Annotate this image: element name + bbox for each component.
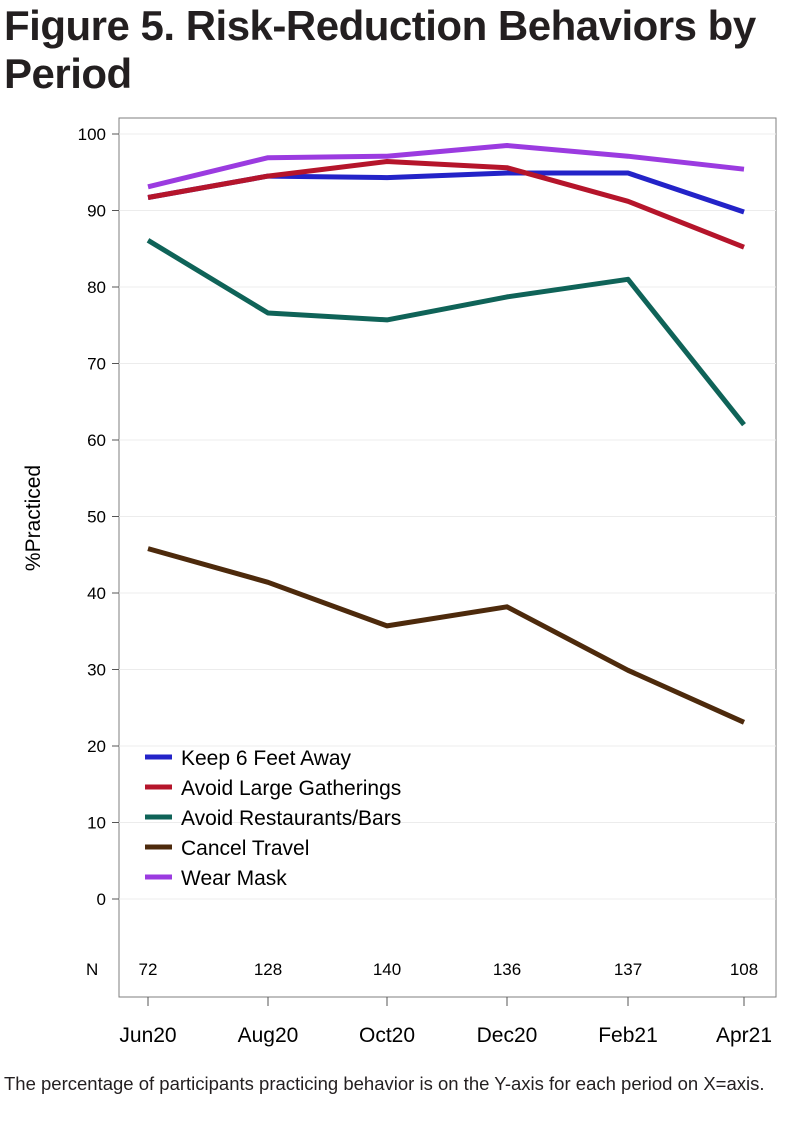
- n-value: 108: [730, 960, 758, 979]
- y-tick-label: 60: [87, 431, 106, 450]
- plot-frame: [118, 117, 777, 998]
- y-tick-label: 70: [87, 355, 106, 374]
- legend-label: Cancel Travel: [181, 837, 309, 860]
- x-tick-label: Aug20: [238, 1024, 299, 1047]
- legend-label: Avoid Large Gatherings: [181, 777, 401, 800]
- y-tick-label: 50: [87, 508, 106, 527]
- x-tick-label: Dec20: [477, 1024, 538, 1047]
- legend-label: Avoid Restaurants/Bars: [181, 807, 401, 830]
- series-line: [147, 159, 745, 250]
- legend-label: Keep 6 Feet Away: [181, 747, 352, 770]
- series-line: [147, 546, 746, 725]
- series-line: [147, 170, 745, 215]
- n-value: 140: [373, 960, 401, 979]
- legend-label: Wear Mask: [181, 867, 287, 890]
- x-tick-label: Apr21: [716, 1024, 772, 1047]
- y-tick-label: 40: [87, 584, 106, 603]
- y-tick-label: 20: [87, 737, 106, 756]
- series-line: [147, 143, 745, 190]
- y-tick-label: 10: [87, 814, 106, 833]
- series-line: [146, 238, 746, 427]
- x-tick-label: Feb21: [598, 1024, 658, 1047]
- x-tick-label: Oct20: [359, 1024, 415, 1047]
- x-axis: Jun20 Aug20 Oct20 Dec20 Feb21 Apr21: [119, 997, 772, 1047]
- gridlines: [119, 133, 776, 900]
- n-label: N: [86, 960, 98, 979]
- y-tick-label: 80: [87, 278, 106, 297]
- series-lines: [146, 143, 746, 725]
- legend: Keep 6 Feet Away Avoid Large Gatherings Av…: [145, 747, 401, 890]
- n-row: N 72 128 140 136 137 108: [86, 960, 758, 979]
- y-tick-label: 100: [78, 125, 106, 144]
- y-tick-label: 90: [87, 202, 106, 221]
- figure-title: Figure 5. Risk-Reduction Behaviors by Pe…: [4, 2, 756, 97]
- y-tick-label: 0: [97, 890, 106, 909]
- n-value: 137: [614, 960, 642, 979]
- figure-caption: The percentage of participants practicin…: [4, 1073, 765, 1094]
- n-value: 128: [254, 960, 282, 979]
- n-value: 72: [139, 960, 158, 979]
- y-tick-label: 30: [87, 661, 106, 680]
- y-axis-label: %Practiced: [22, 465, 45, 571]
- x-tick-label: Jun20: [119, 1024, 176, 1047]
- y-axis: 0 10 20 30 40 50 60 70 80 90 100: [78, 125, 119, 909]
- n-value: 136: [493, 960, 521, 979]
